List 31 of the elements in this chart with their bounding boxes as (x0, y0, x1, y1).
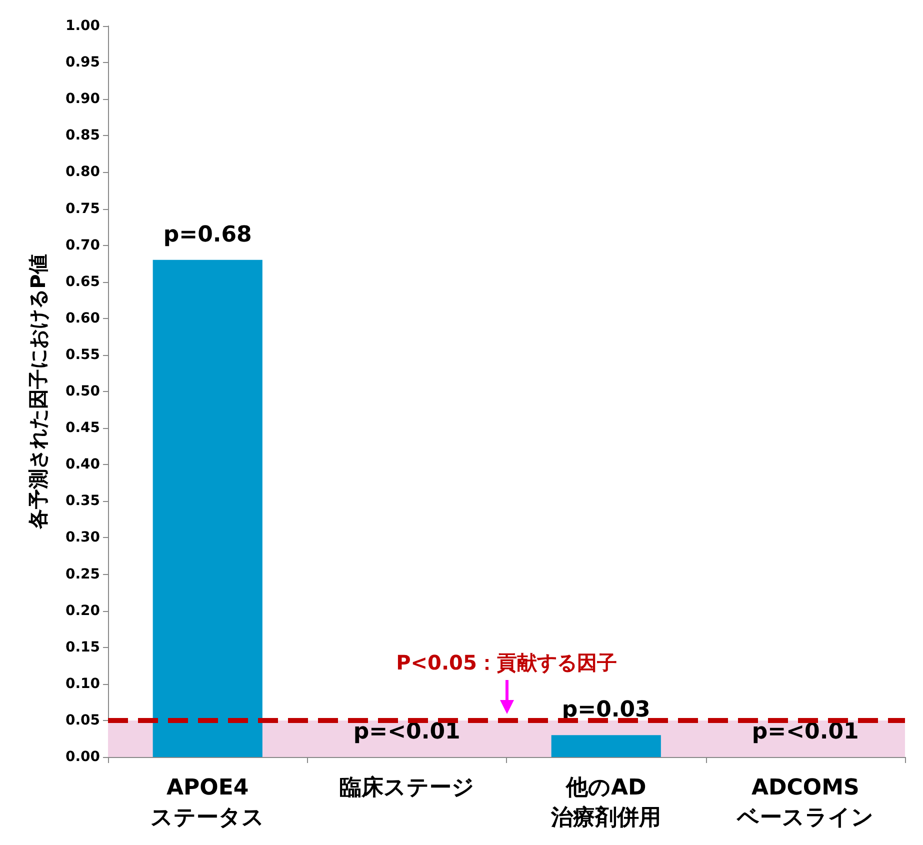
y-tick-label: 0.40 (65, 456, 100, 473)
y-axis-title: 各予測された因子におけるP値 (26, 254, 50, 530)
y-tick-label: 0.20 (65, 602, 100, 619)
x-tick-label: 臨床ステージ (339, 774, 474, 800)
y-tick-label: 0.05 (65, 712, 100, 728)
y-tick-label: 0.00 (65, 749, 100, 765)
data-label: p=0.68 (163, 222, 252, 248)
y-tick-label: 0.75 (65, 200, 100, 217)
x-tick-label: APOE4 ステータス (150, 776, 265, 830)
data-label: p=<0.01 (353, 720, 460, 744)
y-tick-label: 0.90 (65, 91, 100, 108)
y-tick-label: 0.85 (65, 128, 100, 144)
y-tick-label: 0.25 (65, 566, 100, 582)
y-tick-label: 0.80 (65, 164, 100, 180)
y-tick-label: 0.60 (65, 310, 100, 326)
ref-line-label: P<0.05：貢献する因子 (396, 650, 617, 674)
y-tick-label: 0.30 (65, 530, 100, 546)
y-tick-label: 0.65 (65, 274, 100, 290)
y-tick-label: 0.35 (65, 493, 100, 510)
data-label: p=0.03 (562, 698, 650, 723)
y-tick-label: 0.95 (65, 54, 100, 71)
y-tick-label: 0.50 (65, 384, 100, 400)
y-tick-label: 1.00 (65, 18, 100, 34)
y-tick-label: 0.45 (65, 420, 100, 436)
y-tick-label: 0.55 (65, 346, 100, 363)
y-tick-label: 0.10 (65, 676, 100, 692)
y-tick-label: 0.70 (65, 237, 100, 254)
x-tick-label: 他のAD 治療剤併用 (550, 776, 662, 830)
data-label: p=<0.01 (752, 720, 859, 744)
x-tick-label: ADCOMS ベースライン (736, 776, 874, 830)
y-tick-label: 0.15 (65, 639, 100, 656)
